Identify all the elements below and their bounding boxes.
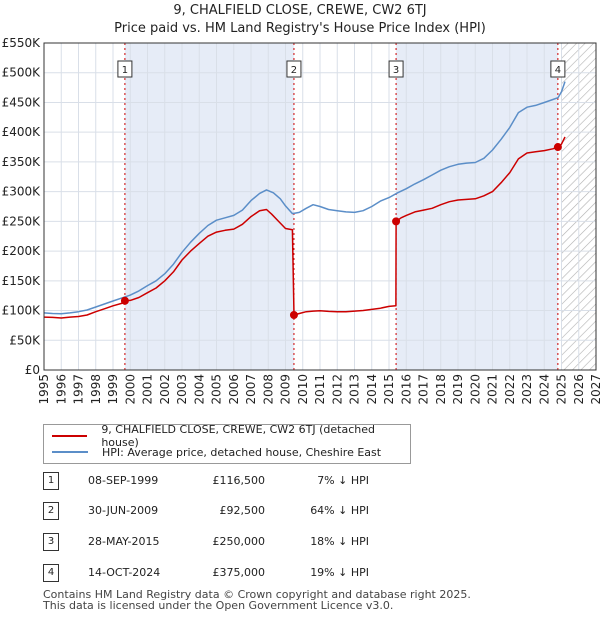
hpi-line <box>43 81 566 315</box>
x-tick-label: 2022 <box>503 374 517 405</box>
sale-hpi-diff: 64% ↓ HPI <box>310 504 369 517</box>
y-tick-label: £50K <box>9 333 41 347</box>
y-tick-label: £0 <box>25 363 40 377</box>
sale-number-badge: 2 <box>43 502 59 520</box>
sale-point <box>120 296 129 305</box>
x-tick-label: 2007 <box>244 374 258 405</box>
sale-label-box <box>550 60 566 78</box>
sale-hpi-diff: 7% ↓ HPI <box>317 474 369 487</box>
legend: 9, CHALFIELD CLOSE, CREWE, CW2 6TJ (deta… <box>43 423 411 464</box>
legend-item-property: 9, CHALFIELD CLOSE, CREWE, CW2 6TJ (deta… <box>52 423 410 449</box>
x-tick-label: 2018 <box>434 374 448 405</box>
property-price-line <box>43 136 566 319</box>
x-tick-label: 2012 <box>330 374 344 405</box>
footer: Contains HM Land Registry data © Crown c… <box>43 589 471 611</box>
sale-label-box <box>286 60 302 78</box>
x-tick-label: 2026 <box>572 374 586 405</box>
x-tick-label: 2011 <box>313 374 327 405</box>
x-tick-label: 2009 <box>279 374 293 405</box>
legend-item-hpi: HPI: Average price, detached house, Ches… <box>52 444 381 460</box>
y-tick-label: £300K <box>2 185 42 199</box>
sale-label-box <box>388 60 404 78</box>
x-tick-label: 2002 <box>158 374 172 405</box>
x-tick-label: 2001 <box>141 374 155 405</box>
x-tick-label: 2003 <box>175 374 189 405</box>
sale-number-badge: 1 <box>43 472 59 490</box>
x-tick-label: 2025 <box>555 374 569 405</box>
y-tick-label: £200K <box>2 244 42 258</box>
x-tick-label: 1997 <box>72 374 86 405</box>
sale-label-box <box>117 60 133 78</box>
legend-swatch-property <box>52 435 88 437</box>
chart-canvas: 1 2 3 4 £0 £50K £100K £150K £200K £250K £300K £350… <box>2 36 600 405</box>
table-row: 1 08-SEP-1999 £116,500 7% ↓ HPI <box>43 472 403 492</box>
legend-swatch-hpi <box>52 451 88 453</box>
sale-price: £92,500 <box>219 504 266 517</box>
legend-label-hpi: HPI: Average price, detached house, Ches… <box>102 445 382 459</box>
sale-label: 4 <box>555 65 561 76</box>
sale-price: £375,000 <box>212 566 266 579</box>
y-tick-label: £500K <box>2 66 42 80</box>
ownership-shade <box>396 43 558 370</box>
sale-date: 08-SEP-1999 <box>88 474 159 487</box>
plot-frame <box>43 42 597 371</box>
sale-date: 14-OCT-2024 <box>88 566 161 579</box>
x-tick-label: 2006 <box>227 374 241 405</box>
x-tick-label: 2027 <box>589 374 600 405</box>
sale-date: 30-JUN-2009 <box>88 504 159 517</box>
x-tick-label: 2010 <box>296 374 310 405</box>
x-tick-label: 1998 <box>89 374 103 405</box>
footer-licence: This data is licensed under the Open Gov… <box>43 599 394 612</box>
x-tick-label: 2024 <box>537 374 551 405</box>
x-tick-label: 2004 <box>192 374 206 405</box>
sale-number-badge: 4 <box>43 564 59 582</box>
sale-hpi-diff: 18% ↓ HPI <box>310 535 369 548</box>
x-tick-label: 2000 <box>123 374 137 405</box>
table-row: 2 30-JUN-2009 £92,500 64% ↓ HPI <box>43 502 403 522</box>
sale-point <box>553 143 562 152</box>
sale-label: 3 <box>393 65 399 76</box>
x-tick-label: 2015 <box>382 374 396 405</box>
x-tick-label: 2016 <box>399 374 413 405</box>
sale-date: 28-MAY-2015 <box>88 535 160 548</box>
x-tick-label: 1995 <box>37 374 51 405</box>
table-row: 3 28-MAY-2015 £250,000 18% ↓ HPI <box>43 533 403 553</box>
footer-copyright: Contains HM Land Registry data © Crown c… <box>43 588 471 601</box>
y-tick-label: £550K <box>2 36 42 50</box>
chart-subtitle: Price paid vs. HM Land Registry's House … <box>114 21 486 36</box>
table-row: 4 14-OCT-2024 £375,000 19% ↓ HPI <box>43 564 403 584</box>
sale-price: £250,000 <box>212 535 266 548</box>
x-tick-label: 2014 <box>365 374 379 405</box>
x-tick-label: 2013 <box>348 374 362 405</box>
chart-title-block: 9, CHALFIELD CLOSE, CREWE, CW2 6TJ Price… <box>0 2 600 38</box>
sale-point <box>289 311 298 320</box>
x-tick-label: 2019 <box>451 374 465 405</box>
y-tick-label: £450K <box>2 95 42 109</box>
sale-price: £116,500 <box>212 474 266 487</box>
chart-title: 9, CHALFIELD CLOSE, CREWE, CW2 6TJ <box>173 3 427 18</box>
sale-label: 1 <box>122 65 128 76</box>
y-tick-label: £250K <box>2 214 42 228</box>
x-tick-label: 2020 <box>468 374 482 405</box>
y-tick-label: £400K <box>2 125 42 139</box>
x-tick-label: 2005 <box>210 374 224 405</box>
sale-number-badge: 3 <box>43 533 59 551</box>
x-tick-label: 1996 <box>54 374 68 405</box>
x-tick-label: 2023 <box>520 374 534 405</box>
legend-label-property: 9, CHALFIELD CLOSE, CREWE, CW2 6TJ (deta… <box>101 423 375 449</box>
sale-hpi-diff: 19% ↓ HPI <box>310 566 369 579</box>
sale-label: 2 <box>291 65 297 76</box>
x-tick-label: 1999 <box>106 374 120 405</box>
x-tick-label: 2021 <box>486 374 500 405</box>
x-tick-label: 2017 <box>417 374 431 405</box>
y-tick-label: £100K <box>2 304 42 318</box>
ownership-shade <box>124 43 294 370</box>
y-tick-label: £150K <box>2 274 42 288</box>
y-tick-label: £350K <box>2 155 42 169</box>
x-tick-label: 2008 <box>261 374 275 405</box>
sale-point <box>392 217 401 226</box>
